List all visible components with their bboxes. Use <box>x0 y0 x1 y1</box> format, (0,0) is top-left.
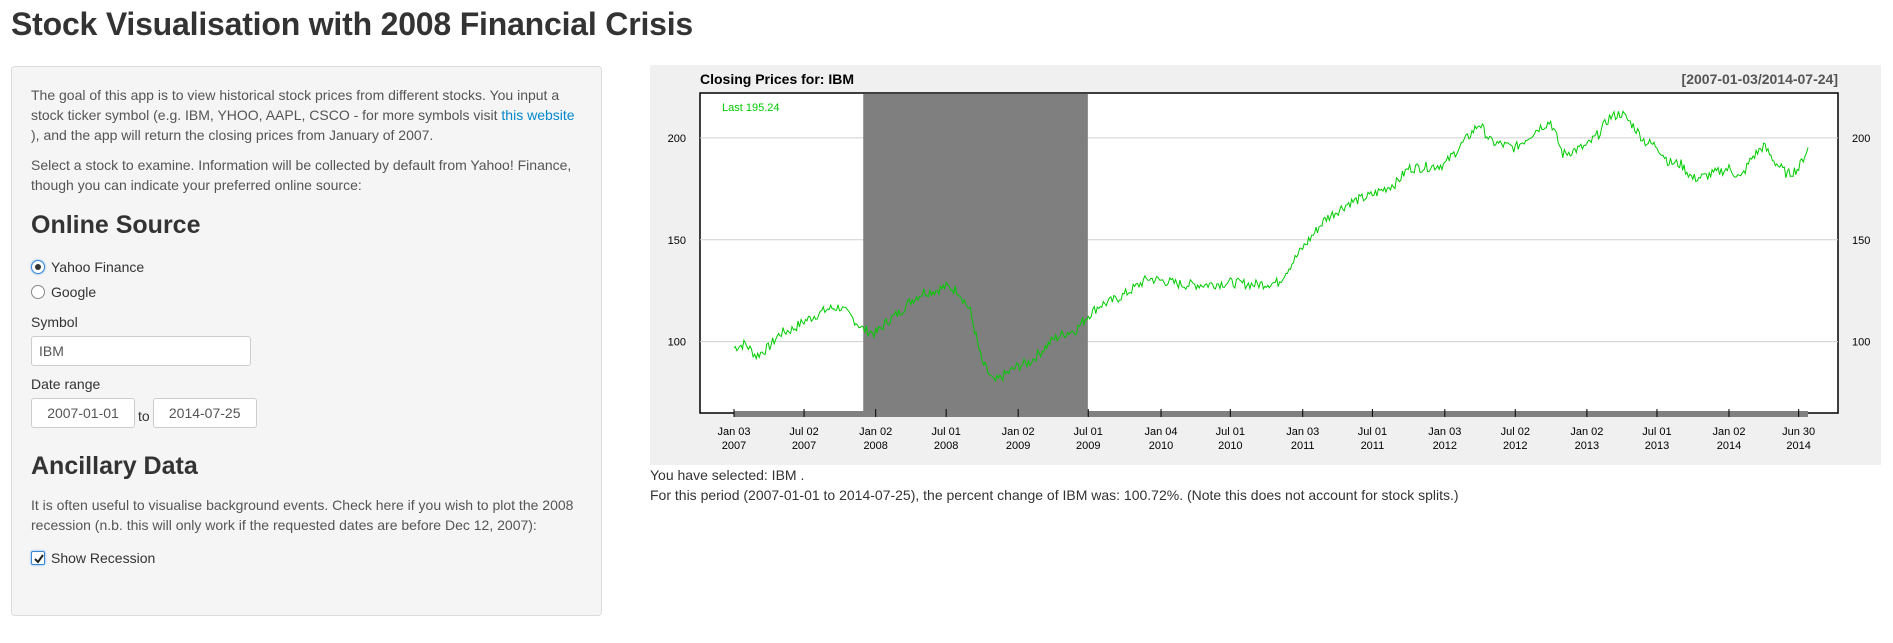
y-tick-label-right: 100 <box>1852 337 1870 349</box>
date-end-input[interactable] <box>152 398 257 428</box>
x-tick-label: Jun 30 <box>1782 426 1815 438</box>
y-tick-label-left: 200 <box>668 133 686 145</box>
select-source-text: Select a stock to examine. Information w… <box>31 157 572 193</box>
x-tick-label: Jan 04 <box>1145 426 1178 438</box>
intro-text-part1: The goal of this app is to view historic… <box>31 87 560 123</box>
ancillary-data-heading: Ancillary Data <box>31 452 198 480</box>
symbols-website-link[interactable]: this website <box>501 107 575 123</box>
selected-stock-text: You have selected: IBM . <box>650 467 805 483</box>
radio-google-dot[interactable] <box>31 284 45 299</box>
x-tick-label: Jan 03 <box>1428 426 1461 438</box>
x-tick-label-year: 2010 <box>1218 440 1242 452</box>
date-range-label: Date range <box>31 376 101 392</box>
intro-text-part2: ), and the app will return the closing p… <box>31 127 434 143</box>
radio-yahoo-finance-label: Yahoo Finance <box>51 258 145 275</box>
x-tick-label: Jul 02 <box>1501 426 1530 438</box>
y-tick-label-left: 150 <box>668 235 686 247</box>
x-tick-label-year: 2014 <box>1717 440 1741 452</box>
x-tick-label-year: 2007 <box>722 440 746 452</box>
x-tick-label: Jan 02 <box>1570 426 1603 438</box>
x-tick-label-year: 2008 <box>863 440 887 452</box>
x-tick-label: Jul 02 <box>789 426 818 438</box>
checkmark-icon <box>34 553 44 564</box>
recession-band <box>863 94 1088 412</box>
radio-yahoo-finance-dot[interactable] <box>31 259 45 274</box>
x-tick-label: Jul 01 <box>931 426 960 438</box>
x-tick-label-year: 2013 <box>1645 440 1669 452</box>
x-tick-label: Jan 03 <box>1286 426 1319 438</box>
x-tick-label: Jan 02 <box>1002 426 1035 438</box>
x-tick-label-year: 2012 <box>1433 440 1457 452</box>
radio-google-label: Google <box>51 283 97 300</box>
date-range-separator: to <box>138 408 150 424</box>
online-source-heading: Online Source <box>31 211 201 239</box>
price-series-line <box>733 110 1809 383</box>
last-price-label: Last 195.24 <box>722 102 780 114</box>
x-tick-label: Jul 01 <box>1642 426 1671 438</box>
symbol-input[interactable] <box>31 336 251 366</box>
y-tick-label-right: 150 <box>1852 235 1870 247</box>
x-tick-label: Jan 02 <box>859 426 892 438</box>
show-recession-label: Show Recession <box>51 549 156 566</box>
chart-date-range: [2007-01-03/2014-07-24] <box>1682 71 1838 87</box>
x-tick-label-year: 2011 <box>1361 440 1385 452</box>
x-tick-label-year: 2010 <box>1149 440 1173 452</box>
x-tick-label-year: 2013 <box>1575 440 1599 452</box>
x-axis-bar <box>734 411 1808 417</box>
show-recession-checkbox[interactable] <box>31 550 45 565</box>
intro-text: The goal of this app is to view historic… <box>31 85 582 145</box>
y-tick-label-right: 200 <box>1852 133 1870 145</box>
chart-panel: Closing Prices for: IBM [2007-01-03/2014… <box>650 65 1881 465</box>
x-tick-label-year: 2009 <box>1076 440 1100 452</box>
show-recession-checkbox-row[interactable]: Show Recession <box>31 545 582 570</box>
ancillary-text: It is often useful to visualise backgrou… <box>31 497 574 533</box>
date-range: to <box>31 398 582 428</box>
x-tick-label: Jul 01 <box>1216 426 1245 438</box>
x-tick-label-year: 2008 <box>934 440 958 452</box>
x-tick-label-year: 2009 <box>1006 440 1030 452</box>
radio-google[interactable]: Google <box>31 279 582 304</box>
date-start-input[interactable] <box>31 398 135 428</box>
chart-title: Closing Prices for: IBM <box>700 71 854 87</box>
percent-change-text: For this period (2007-01-01 to 2014-07-2… <box>650 487 1459 503</box>
closing-price-chart: Closing Prices for: IBM [2007-01-03/2014… <box>668 71 1871 452</box>
x-tick-label: Jul 01 <box>1358 426 1387 438</box>
radio-yahoo-finance[interactable]: Yahoo Finance <box>31 254 582 279</box>
x-tick-label-year: 2014 <box>1786 440 1810 452</box>
app-title: Stock Visualisation with 2008 Financial … <box>11 6 694 42</box>
x-tick-label: Jan 03 <box>717 426 750 438</box>
x-tick-label-year: 2007 <box>792 440 816 452</box>
x-tick-label: Jan 02 <box>1712 426 1745 438</box>
symbol-label: Symbol <box>31 314 78 330</box>
y-tick-label-left: 100 <box>668 337 686 349</box>
x-tick-label-year: 2012 <box>1503 440 1527 452</box>
sidebar-panel: The goal of this app is to view historic… <box>11 66 602 616</box>
x-tick-label-year: 2011 <box>1291 440 1315 452</box>
x-tick-label: Jul 01 <box>1074 426 1103 438</box>
